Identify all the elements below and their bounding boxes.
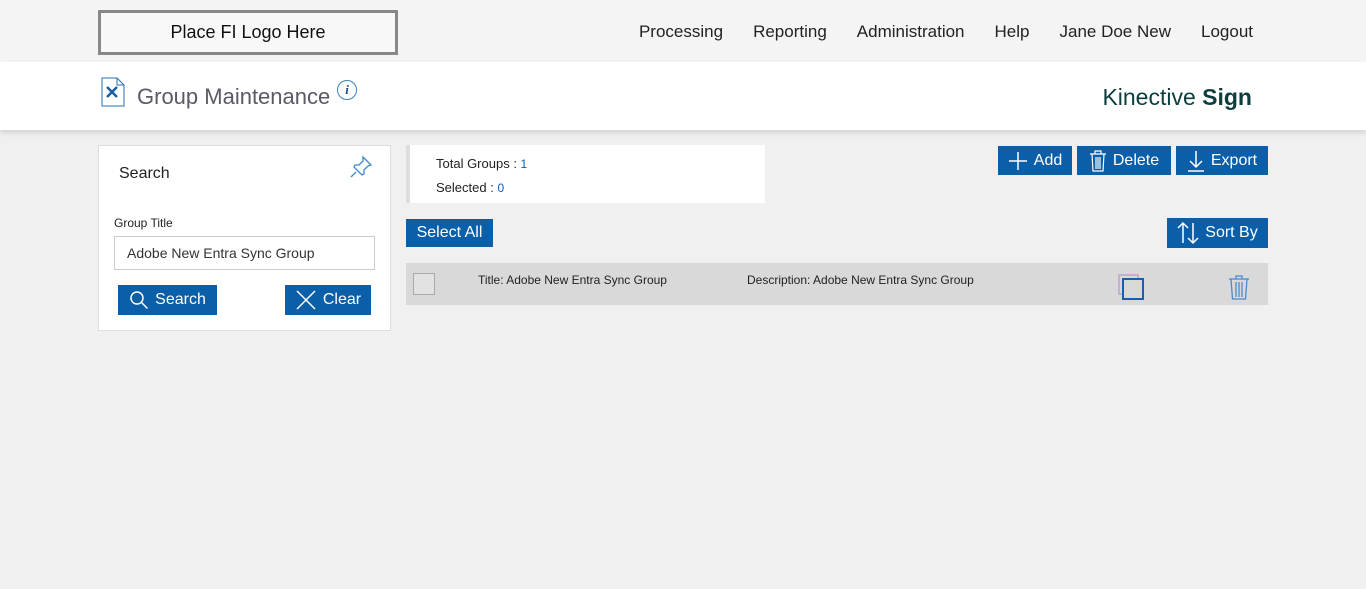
export-button[interactable]: Export — [1176, 146, 1268, 175]
copy-icon[interactable] — [1117, 273, 1145, 301]
add-button[interactable]: Add — [998, 146, 1072, 175]
group-summary: Total Groups : 1 Selected : 0 — [406, 145, 765, 203]
nav-processing[interactable]: Processing — [638, 22, 724, 41]
pin-icon[interactable] — [348, 154, 374, 180]
sort-icon — [1177, 221, 1199, 245]
table-row: Title: Adobe New Entra Sync Group Descri… — [406, 263, 1268, 305]
plus-icon — [1008, 151, 1027, 170]
nav-user[interactable]: Jane Doe New — [1059, 22, 1171, 41]
export-label: Export — [1210, 151, 1258, 169]
page-title: Group Maintenance — [137, 84, 331, 109]
brand-logo: Kinective Sign — [1102, 84, 1252, 110]
sort-by-button[interactable]: Sort By — [1167, 218, 1268, 248]
row-checkbox[interactable] — [413, 273, 435, 295]
group-title-label: Group Title — [114, 216, 173, 230]
document-tools-icon — [101, 77, 125, 107]
search-button-label: Search — [155, 291, 206, 308]
search-heading: Search — [119, 165, 170, 182]
delete-label: Delete — [1112, 151, 1160, 169]
trash-icon[interactable] — [1228, 274, 1250, 300]
nav-reporting[interactable]: Reporting — [753, 22, 827, 41]
clear-button[interactable]: Clear — [285, 285, 371, 315]
nav-administration[interactable]: Administration — [856, 22, 965, 41]
add-label: Add — [1033, 151, 1063, 169]
sort-by-label: Sort By — [1205, 224, 1258, 241]
search-icon — [130, 291, 149, 310]
row-description: Description: Adobe New Entra Sync Group — [747, 273, 974, 287]
selected-count: Selected : 0 — [436, 180, 505, 195]
main-nav: Processing Reporting Administration Help… — [639, 22, 1253, 42]
top-bar: Place FI Logo Here Processing Reporting … — [0, 0, 1366, 62]
search-panel: Search Group Title Search Clear — [98, 145, 391, 331]
download-icon — [1187, 150, 1204, 172]
close-icon — [296, 290, 316, 310]
clear-button-label: Clear — [322, 291, 362, 308]
page-header: Group Maintenance i Kinective Sign — [0, 62, 1366, 130]
row-title: Title: Adobe New Entra Sync Group — [478, 273, 667, 287]
group-title-input[interactable] — [114, 236, 375, 270]
delete-button[interactable]: Delete — [1077, 146, 1171, 175]
fi-logo-placeholder: Place FI Logo Here — [98, 10, 398, 55]
total-groups: Total Groups : 1 — [436, 156, 528, 171]
search-button[interactable]: Search — [118, 285, 217, 315]
select-all-button[interactable]: Select All — [406, 219, 493, 247]
info-icon[interactable]: i — [337, 80, 357, 100]
trash-icon — [1089, 149, 1106, 172]
nav-help[interactable]: Help — [994, 22, 1030, 41]
nav-logout[interactable]: Logout — [1201, 22, 1253, 41]
